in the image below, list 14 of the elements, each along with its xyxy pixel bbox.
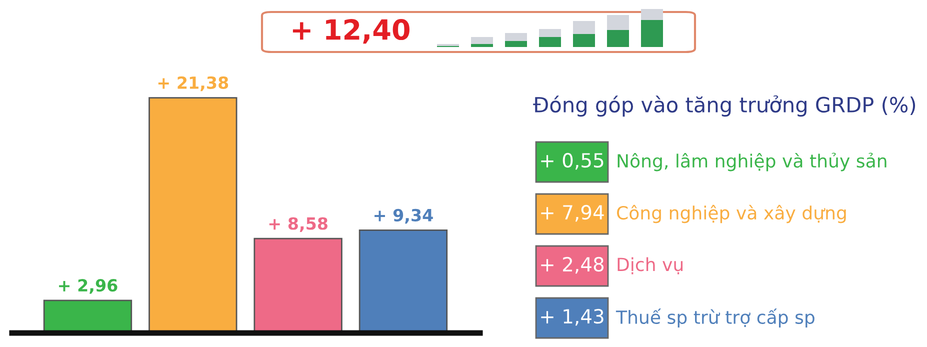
category-label: Dịch vụ <box>618 257 683 274</box>
category-label: Công nghiệp và xây dựng <box>617 204 846 224</box>
data-label: + 8,58 <box>269 217 328 232</box>
category-label: Thuế sp trừ trợ cấp sp <box>616 308 814 328</box>
chart-title: + 12,40 <box>292 19 410 44</box>
data-label: + 2,96 <box>59 279 118 294</box>
data-label: + 1,43 <box>541 308 604 326</box>
data-label: + 21,38 <box>158 76 228 92</box>
text: Đóng góp vào tăng trưởng GRDP (%) <box>533 95 916 117</box>
data-label: + 0,55 <box>541 152 604 170</box>
data-label: + 7,94 <box>541 204 604 222</box>
data-label: + 9,34 <box>374 208 433 224</box>
data-label: + 2,48 <box>541 256 604 274</box>
category-label: Nông, lâm nghiệp và thủy sản <box>618 152 886 172</box>
